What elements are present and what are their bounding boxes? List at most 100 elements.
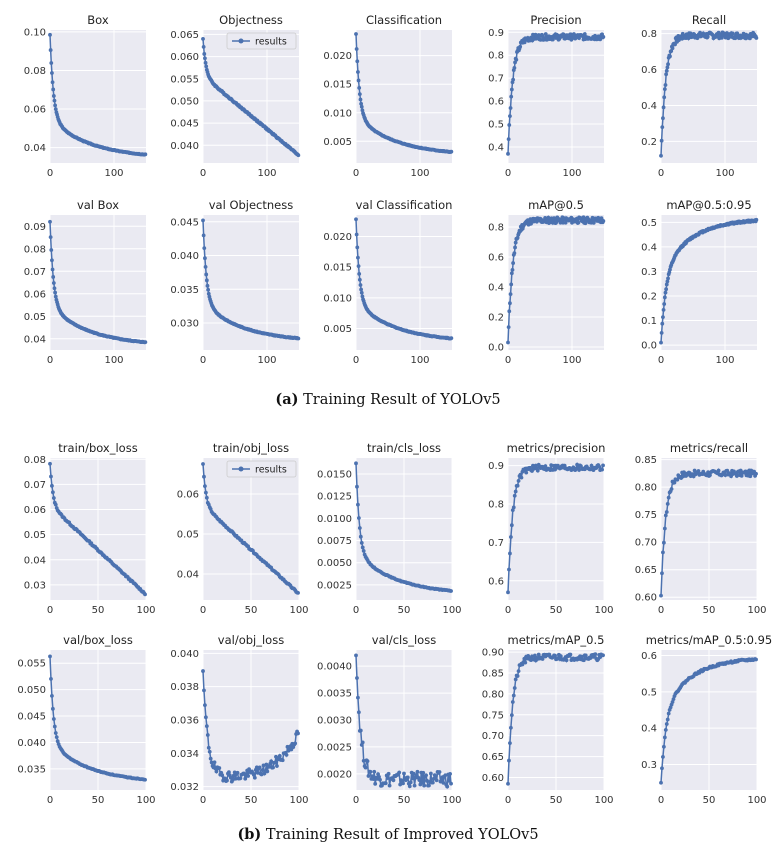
data-point xyxy=(202,52,207,56)
panel-title: val/box_loss xyxy=(63,633,133,647)
data-point xyxy=(408,780,413,785)
data-point xyxy=(508,725,513,730)
data-point xyxy=(663,290,668,295)
data-point xyxy=(360,545,365,550)
panel-title: mAP@0.5:0.95 xyxy=(666,198,751,212)
y-tick-label: 0.0100 xyxy=(317,514,352,525)
y-tick-label: 0.055 xyxy=(170,74,199,85)
y-tick-label: 0.060 xyxy=(170,52,199,63)
data-point xyxy=(354,232,359,237)
data-point xyxy=(53,103,58,108)
y-tick-label: 0.9 xyxy=(488,28,504,39)
data-point xyxy=(513,240,518,245)
data-point xyxy=(669,487,674,491)
data-point xyxy=(705,34,710,39)
panel-title: Box xyxy=(87,13,109,27)
data-point xyxy=(506,151,510,156)
y-tick-label: 0.040 xyxy=(170,141,199,152)
data-point xyxy=(201,36,205,41)
y-tick-label: 0.045 xyxy=(170,119,199,130)
plot-area xyxy=(50,215,146,350)
x-tick-label: 0 xyxy=(658,168,664,179)
data-point xyxy=(361,758,366,763)
panel-title: metrics/mAP_0.5:0.95 xyxy=(646,633,772,647)
data-point xyxy=(449,149,454,154)
data-point xyxy=(356,78,361,83)
data-point xyxy=(664,510,669,514)
data-point xyxy=(203,715,208,720)
panel-title: train/box_loss xyxy=(58,441,137,455)
y-tick-label: 0.0040 xyxy=(317,662,352,673)
data-point xyxy=(203,265,208,269)
y-tick-label: 0.90 xyxy=(482,648,504,659)
data-point xyxy=(358,97,363,102)
data-point xyxy=(723,473,728,478)
data-point xyxy=(359,540,364,545)
x-tick-label: 50 xyxy=(92,605,105,616)
y-tick-label: 0.04 xyxy=(24,143,46,154)
data-point xyxy=(355,59,360,64)
y-tick-label: 0.08 xyxy=(24,244,46,255)
data-point xyxy=(507,758,511,763)
data-point xyxy=(516,669,521,674)
data-point xyxy=(662,735,667,740)
data-point xyxy=(377,774,381,779)
data-point xyxy=(448,771,452,776)
data-point xyxy=(664,287,669,292)
y-tick-label: 0.60 xyxy=(635,593,657,604)
data-point xyxy=(661,754,665,759)
data-point xyxy=(509,523,514,528)
data-point xyxy=(243,776,248,781)
data-point xyxy=(508,114,512,119)
y-tick-label: 0.4 xyxy=(641,724,657,735)
data-point xyxy=(754,657,758,662)
data-point xyxy=(511,693,516,698)
data-point xyxy=(433,774,438,779)
data-point xyxy=(663,513,668,518)
data-point xyxy=(698,30,702,35)
data-point xyxy=(662,302,667,306)
data-point xyxy=(508,535,513,539)
panel-title: val/cls_loss xyxy=(372,633,436,647)
data-point xyxy=(563,220,568,225)
data-point xyxy=(430,780,435,785)
x-tick-label: 100 xyxy=(562,168,581,179)
data-point xyxy=(411,771,416,776)
data-point xyxy=(662,95,667,100)
data-point xyxy=(356,516,361,520)
data-point xyxy=(696,469,701,473)
data-point xyxy=(357,277,362,282)
data-point xyxy=(534,219,539,224)
chart-panel-7: 0.005 0.010 0.015 0.020 0 100 val Classificati… xyxy=(323,198,454,366)
data-point xyxy=(387,783,392,788)
data-point xyxy=(202,246,207,251)
chart-panel-6: 0.030 0.035 0.040 0.045 0 100 val Objectness xyxy=(170,198,301,366)
chart-panel-17: 0.0020 0.0025 0.0030 0.0035 0.0040 0 50 100 val/… xyxy=(317,633,462,806)
data-point xyxy=(51,717,56,721)
data-point xyxy=(212,760,217,765)
data-point xyxy=(589,463,594,468)
legend-box xyxy=(226,460,297,478)
data-point xyxy=(207,749,212,754)
plot-area xyxy=(661,30,757,163)
data-point xyxy=(208,756,213,761)
data-point xyxy=(511,505,516,510)
y-tick-label: 0.045 xyxy=(170,217,199,228)
data-point xyxy=(668,267,672,272)
data-point xyxy=(220,773,225,778)
data-point xyxy=(425,778,429,783)
data-point xyxy=(48,654,52,659)
data-point xyxy=(506,590,510,595)
caption-a-text: Training Result of YOLOv5 xyxy=(303,392,501,408)
chart-panel-14: 0.60 0.65 0.70 0.75 0.80 0.85 0 50 100 metrics/re… xyxy=(635,441,767,616)
data-point xyxy=(543,464,548,469)
data-point xyxy=(366,774,371,778)
data-point xyxy=(230,777,235,782)
data-point xyxy=(280,758,285,763)
data-point xyxy=(421,770,426,775)
y-tick-label: 0.6 xyxy=(488,576,504,587)
data-point xyxy=(358,283,363,287)
data-point xyxy=(507,123,512,127)
data-point xyxy=(514,57,519,62)
